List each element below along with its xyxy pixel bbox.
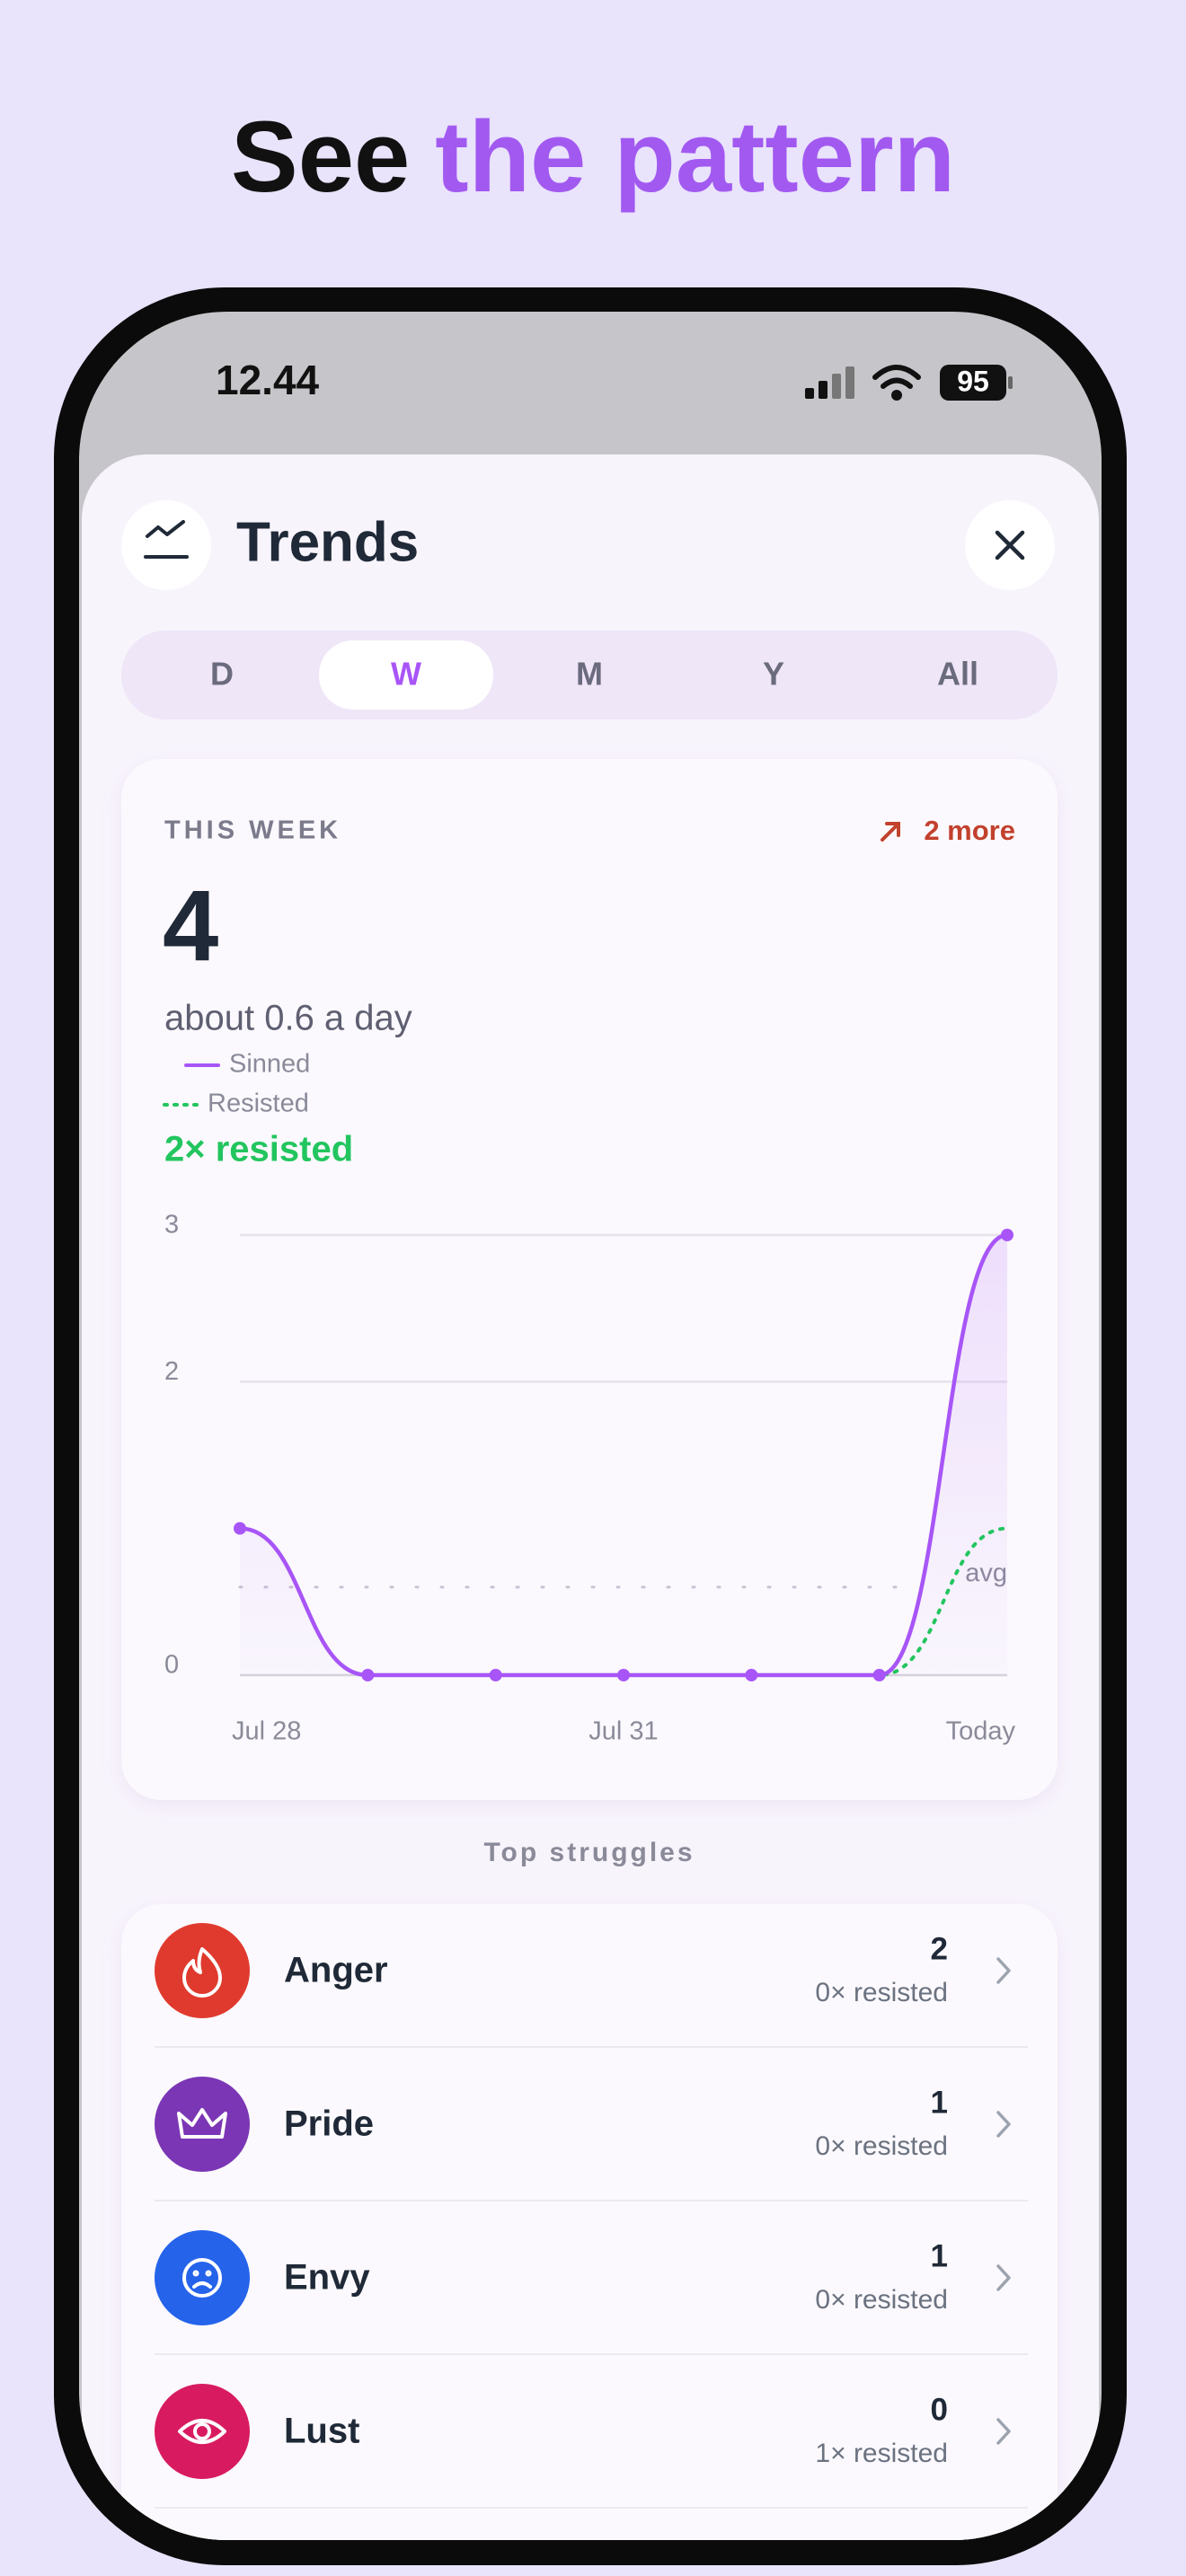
x-tick-label: Today bbox=[946, 1717, 1016, 1746]
struggle-row[interactable]: Pride 1 0× resisted bbox=[155, 2077, 1028, 2201]
wifi-icon bbox=[872, 365, 921, 401]
tab-label[interactable]: All bbox=[937, 656, 978, 693]
y-tick-label: 3 bbox=[164, 1211, 179, 1239]
point bbox=[234, 1522, 246, 1535]
tab-label[interactable]: M bbox=[576, 656, 603, 693]
tab-label[interactable]: Y bbox=[763, 656, 784, 693]
line bbox=[237, 1232, 1010, 1678]
glyph-part bbox=[178, 2419, 226, 2444]
glyph-part bbox=[182, 1947, 222, 1998]
glyph-part bbox=[193, 2422, 211, 2440]
y-tick-label: 0 bbox=[164, 1651, 179, 1680]
headline-prefix: See bbox=[231, 101, 410, 213]
point bbox=[489, 1669, 502, 1681]
struggle-icon bbox=[155, 2230, 250, 2325]
total-count: 4 bbox=[163, 870, 218, 983]
change-label: 2 more bbox=[924, 815, 1015, 846]
battery-tip bbox=[1008, 376, 1013, 389]
chevron bbox=[996, 2264, 1011, 2291]
struggle-icon bbox=[155, 2384, 250, 2479]
legend-label: Resisted bbox=[208, 1090, 309, 1118]
chevron bbox=[996, 2418, 1011, 2445]
struggle-name: Lust bbox=[284, 2412, 359, 2451]
struggle-icon bbox=[155, 1923, 250, 2018]
struggle-name: Anger bbox=[284, 1951, 388, 1990]
glyph-part bbox=[192, 2281, 212, 2289]
status-time: 12.44 bbox=[216, 357, 320, 403]
struggle-resisted: 0× resisted bbox=[815, 1978, 948, 2007]
headline: See the pattern bbox=[231, 101, 955, 213]
close-icon[interactable] bbox=[995, 530, 1025, 560]
point bbox=[1001, 1229, 1013, 1241]
point bbox=[745, 1669, 758, 1681]
struggle-glyph bbox=[177, 2108, 227, 2139]
tab-label[interactable]: D bbox=[210, 656, 234, 693]
struggle-glyph bbox=[182, 1947, 222, 1998]
period-label: THIS WEEK bbox=[164, 816, 341, 845]
signal-icon bbox=[805, 366, 854, 399]
struggle-glyph bbox=[178, 2419, 226, 2444]
struggle-row[interactable]: Lust 0 1× resisted bbox=[155, 2384, 1028, 2509]
phone-screen: 12.44 95 Trends D W M Y All THIS WEEK 2 more… bbox=[79, 312, 1102, 2540]
tab-label[interactable]: W bbox=[391, 656, 421, 693]
struggle-resisted: 1× resisted bbox=[815, 2439, 948, 2468]
resisted-summary: 2× resisted bbox=[164, 1130, 353, 1169]
summary-card bbox=[121, 759, 1058, 1800]
struggle-count: 1 bbox=[931, 2085, 948, 2120]
daily-rate: about 0.6 a day bbox=[164, 999, 412, 1038]
struggle-name: Pride bbox=[284, 2104, 374, 2144]
chevron bbox=[996, 1957, 1011, 1984]
struggle-count: 2 bbox=[931, 1931, 948, 1966]
struggle-row[interactable]: Anger 2 0× resisted bbox=[155, 1923, 1028, 2048]
struggles-list: Anger 2 0× resisted Pride 1 0× resisted Envy 1 0… bbox=[155, 1923, 1028, 2509]
glyph-part bbox=[177, 2108, 227, 2139]
struggle-count: 1 bbox=[931, 2238, 948, 2273]
x-tick-label: Jul 28 bbox=[232, 1717, 301, 1746]
battery-icon bbox=[940, 365, 1006, 401]
chevron bbox=[996, 2111, 1011, 2138]
trends-icon-bg bbox=[121, 500, 211, 590]
legend-label: Sinned bbox=[229, 1050, 310, 1079]
y-tick-label: 2 bbox=[164, 1357, 179, 1386]
struggle-resisted: 0× resisted bbox=[815, 2131, 948, 2161]
tab-selected[interactable] bbox=[319, 640, 493, 710]
struggles-card bbox=[121, 1904, 1058, 2540]
struggle-resisted: 0× resisted bbox=[815, 2285, 948, 2315]
change-arrow bbox=[881, 822, 900, 842]
struggle-row[interactable]: Envy 1 0× resisted bbox=[155, 2230, 1028, 2355]
point bbox=[361, 1669, 375, 1681]
point bbox=[617, 1669, 630, 1681]
glyph-part bbox=[205, 2270, 212, 2277]
screen-title: Trends bbox=[236, 511, 419, 573]
x-tick-label: Jul 31 bbox=[589, 1717, 658, 1746]
legend: Sinned Resisted bbox=[163, 1050, 310, 1118]
tab-group: D W M Y All bbox=[210, 640, 978, 710]
struggle-name: Envy bbox=[284, 2258, 370, 2298]
glyph-part bbox=[192, 2270, 199, 2277]
section-title: Top struggles bbox=[483, 1838, 695, 1867]
struggle-icon bbox=[155, 2077, 250, 2172]
battery-level: 95 bbox=[957, 365, 989, 397]
glyph-part bbox=[182, 2258, 222, 2298]
point bbox=[872, 1669, 886, 1681]
trends-icon bbox=[144, 520, 189, 559]
struggle-count: 0 bbox=[931, 2392, 948, 2427]
headline-highlight: the pattern bbox=[435, 101, 955, 213]
struggle-glyph bbox=[182, 2258, 222, 2298]
